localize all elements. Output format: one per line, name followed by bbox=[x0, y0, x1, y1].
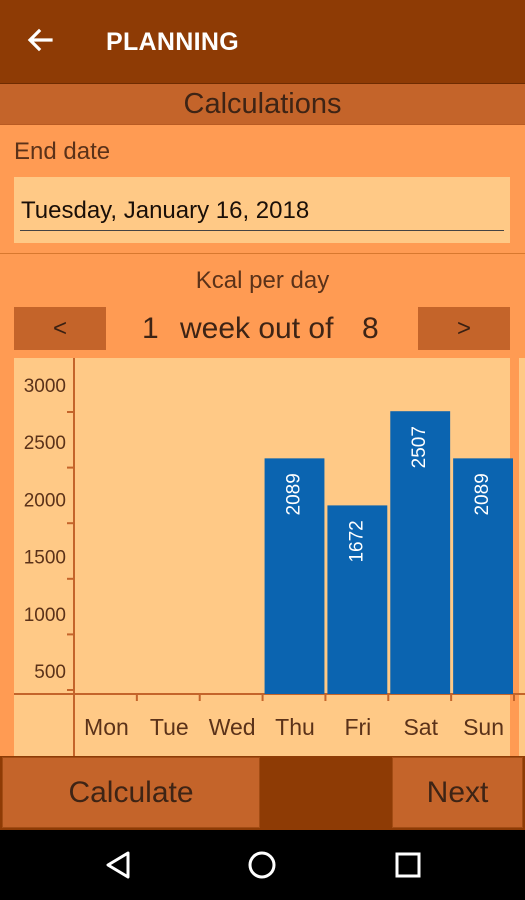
arrow-left-icon[interactable] bbox=[24, 24, 56, 56]
bar bbox=[264, 458, 325, 694]
screen: PLANNING Calculations End date Tuesday, … bbox=[0, 0, 525, 830]
y-tick-label: 2500 bbox=[24, 433, 66, 454]
bar bbox=[453, 458, 513, 694]
system-navigation-bar bbox=[0, 830, 525, 900]
x-tick-label: Wed bbox=[209, 714, 256, 740]
x-tick-label: Sat bbox=[403, 714, 438, 740]
end-date-label: End date bbox=[14, 138, 111, 165]
bar-value-label: 2089 bbox=[284, 473, 305, 515]
bar-value-label: 2507 bbox=[409, 426, 430, 468]
end-date-value[interactable]: Tuesday, January 16, 2018 bbox=[21, 197, 310, 224]
chart-scroll-edge bbox=[519, 358, 525, 756]
y-tick-label: 1000 bbox=[24, 605, 66, 626]
square-recents-icon[interactable] bbox=[394, 850, 422, 880]
divider bbox=[0, 253, 525, 254]
x-tick-label: Thu bbox=[275, 714, 315, 740]
y-tick-label: 500 bbox=[34, 662, 66, 683]
section-header: Calculations bbox=[0, 84, 525, 125]
end-date-field[interactable]: Tuesday, January 16, 2018 bbox=[14, 177, 510, 243]
next-week-button[interactable]: > bbox=[418, 307, 510, 350]
bar-value-label: 2089 bbox=[472, 473, 493, 515]
section-title: Calculations bbox=[183, 88, 342, 120]
calculate-button[interactable]: Calculate bbox=[2, 757, 260, 828]
total-weeks-number: 8 bbox=[362, 312, 379, 345]
week-out-of-label: week out of bbox=[180, 312, 334, 345]
bar bbox=[390, 411, 451, 694]
kcal-per-day-label: Kcal per day bbox=[195, 267, 330, 294]
page-title: PLANNING bbox=[106, 28, 239, 56]
x-tick-label: Sun bbox=[463, 714, 504, 740]
previous-week-button[interactable]: < bbox=[14, 307, 106, 350]
app-bar: PLANNING bbox=[0, 0, 525, 84]
x-tick-label: Mon bbox=[84, 714, 129, 740]
end-date-underline bbox=[20, 230, 504, 231]
x-tick-label: Tue bbox=[150, 714, 189, 740]
x-tick-label: Fri bbox=[344, 714, 371, 740]
current-week-number: 1 bbox=[142, 312, 159, 345]
y-tick-label: 3000 bbox=[24, 376, 66, 397]
bar-value-label: 1672 bbox=[346, 520, 367, 562]
y-tick-label: 2000 bbox=[24, 490, 66, 511]
kcal-bar-chart: 500 1000 1500 2000 2500 3000 Mon Tue Wed Thu 2089 F… bbox=[14, 358, 525, 756]
y-tick-label: 1500 bbox=[24, 548, 66, 569]
circle-home-icon[interactable] bbox=[247, 850, 277, 880]
bar bbox=[327, 505, 388, 694]
triangle-back-icon[interactable] bbox=[104, 850, 132, 880]
next-button[interactable]: Next bbox=[392, 757, 523, 828]
